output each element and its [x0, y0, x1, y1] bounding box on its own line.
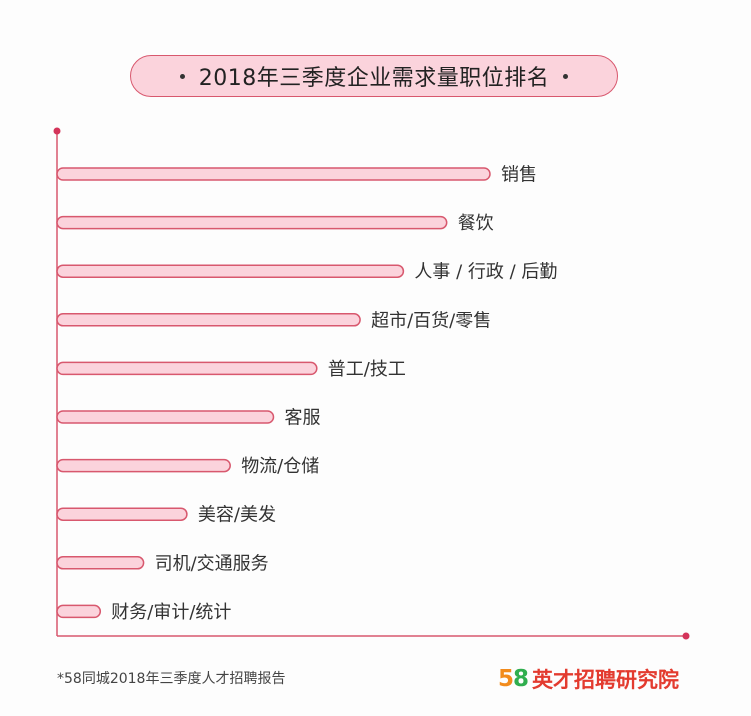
chart-title-banner: 2018年三季度企业需求量职位排名: [130, 55, 618, 97]
x-axis-end-dot: [682, 632, 690, 640]
y-axis-end-dot: [53, 127, 61, 135]
bar: [56, 556, 145, 570]
bar: [56, 604, 102, 619]
bar-label: 超市/百货/零售: [371, 310, 491, 331]
bar: [56, 410, 275, 424]
title-right-dot: [563, 73, 569, 79]
bar-label: 财务/审计/统计: [111, 602, 231, 623]
bar: [56, 507, 188, 521]
bar-label: 客服: [285, 408, 321, 429]
bar-label: 美容/美发: [198, 505, 276, 526]
brand-58-logo: 58: [498, 666, 529, 692]
bar-label: 人事 / 行政 / 后勤: [414, 262, 557, 283]
bar-label: 餐饮: [458, 213, 494, 234]
bar: [56, 215, 448, 230]
brand-name: 英才招聘研究院: [532, 668, 680, 692]
bar: [56, 264, 405, 278]
bar: [56, 458, 231, 473]
bar-label: 普工/技工: [328, 359, 406, 380]
chart-title: 2018年三季度企业需求量职位排名: [198, 66, 550, 91]
bar: [56, 313, 361, 327]
title-left-dot: [179, 73, 185, 79]
bar: [56, 167, 491, 181]
brand-logo: 58 英才招聘研究院: [498, 664, 679, 694]
bar-label: 物流/仓储: [241, 456, 319, 477]
bar: [56, 361, 318, 376]
bar-label: 司机/交通服务: [155, 553, 269, 574]
source-footnote: *58同城2018年三季度人才招聘报告: [57, 671, 286, 687]
bar-label: 销售: [501, 165, 537, 186]
